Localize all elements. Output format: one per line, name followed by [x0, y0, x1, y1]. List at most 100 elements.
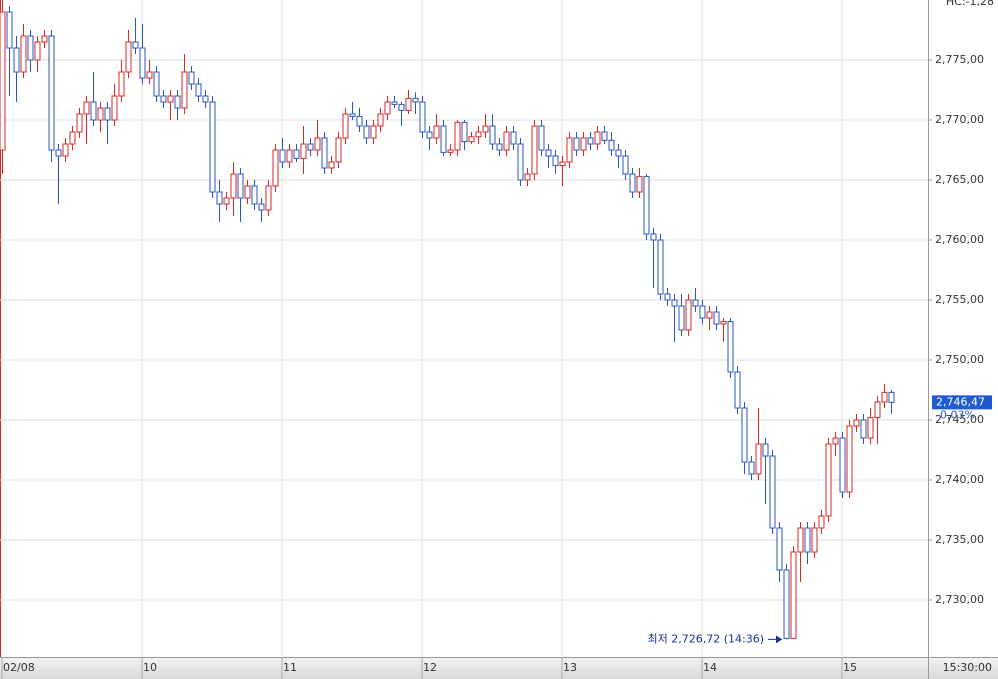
- candle-body: [496, 143, 503, 151]
- candle-body: [727, 321, 734, 373]
- candle-body: [860, 419, 867, 439]
- y-tick-label: 2,750,00: [935, 353, 984, 366]
- candle-body: [97, 107, 104, 121]
- candle-body: [818, 515, 825, 529]
- candle-body: [468, 136, 475, 143]
- candle-body: [650, 233, 657, 241]
- candle-body: [153, 71, 160, 97]
- candle-body: [888, 391, 895, 403]
- candle-body: [783, 569, 790, 639]
- candle-body: [790, 551, 797, 639]
- candle-body: [874, 401, 881, 419]
- candle-body: [454, 121, 461, 151]
- candle-body: [20, 35, 27, 73]
- candle-body: [307, 143, 314, 151]
- candle-body: [377, 113, 384, 127]
- x-tick-label: 14: [703, 661, 717, 674]
- candle-body: [426, 131, 433, 139]
- y-tick-label: 2,760,00: [935, 233, 984, 246]
- candle-body: [370, 125, 377, 139]
- candle-body: [748, 461, 755, 475]
- candle-body: [573, 137, 580, 151]
- candle-body: [237, 173, 244, 199]
- candle-body: [622, 155, 629, 175]
- candle-body: [608, 139, 615, 151]
- x-tick-label: 13: [563, 661, 577, 674]
- y-tick-label: 2,740,00: [935, 473, 984, 486]
- candle-body: [272, 149, 279, 187]
- candle-body: [223, 197, 230, 205]
- candle-body: [510, 131, 517, 145]
- candle-body: [209, 101, 216, 193]
- candle-body: [174, 95, 181, 109]
- plot-area: [0, 0, 928, 657]
- candle-body: [230, 173, 237, 199]
- top-label: HC:-1,28: [946, 0, 994, 8]
- candle-body: [559, 161, 566, 167]
- candle-body: [762, 443, 769, 457]
- candle-body: [881, 391, 888, 403]
- candle-body: [531, 125, 538, 175]
- candle-body: [13, 47, 20, 73]
- candle-body: [6, 11, 13, 49]
- x-tick-label: 10: [143, 661, 157, 674]
- candle-body: [300, 143, 307, 159]
- candle-body: [692, 299, 699, 307]
- candle-body: [741, 407, 748, 463]
- candle-body: [643, 175, 650, 235]
- candle-body: [76, 113, 83, 133]
- x-tick-label: 11: [283, 661, 297, 674]
- candle-body: [244, 185, 251, 199]
- candle-body: [433, 125, 440, 139]
- candle-body: [251, 185, 258, 205]
- candle-body: [580, 137, 587, 151]
- candle-body: [713, 311, 720, 325]
- candle-body: [503, 131, 510, 151]
- candle-body: [489, 125, 496, 145]
- candle-body: [636, 175, 643, 193]
- y-tick-label: 2,745,00: [935, 413, 984, 426]
- last-price-tag: [932, 395, 992, 410]
- candle-body: [839, 437, 846, 493]
- x-tick-label: 12: [423, 661, 437, 674]
- y-tick-label: 2,770,00: [935, 113, 984, 126]
- candle-body: [132, 41, 139, 49]
- candle-body: [797, 527, 804, 553]
- candle-body: [356, 115, 363, 127]
- candle-body: [146, 71, 153, 79]
- candle-body: [188, 71, 195, 85]
- candle-body: [755, 443, 762, 475]
- candle-body: [832, 437, 839, 445]
- candle-body: [601, 131, 608, 141]
- low-arrow-head: [776, 635, 782, 644]
- candle-body: [258, 203, 265, 211]
- right-axis-panel: [928, 0, 998, 679]
- candle-body: [125, 41, 132, 73]
- candle-body: [566, 137, 573, 163]
- candle-body: [538, 125, 545, 151]
- candle-body: [685, 299, 692, 331]
- y-tick-label: 2,755,00: [935, 293, 984, 306]
- candle-body: [118, 71, 125, 97]
- candle-body: [482, 125, 489, 133]
- candle-body: [664, 293, 671, 301]
- candle-body: [811, 527, 818, 553]
- candle-body: [104, 107, 111, 121]
- x-tick-label: 15: [843, 661, 857, 674]
- candle-body: [846, 425, 853, 493]
- candle-body: [265, 185, 272, 211]
- candle-body: [90, 101, 97, 121]
- candle-body: [293, 149, 300, 159]
- candle-body: [699, 305, 706, 319]
- candle-body: [776, 527, 783, 571]
- candle-body: [391, 101, 398, 105]
- candle-body: [216, 191, 223, 205]
- candle-body: [734, 371, 741, 409]
- candle-body: [678, 305, 685, 331]
- bottom-axis-panel: [0, 657, 998, 679]
- candle-body: [69, 131, 76, 145]
- candle-body: [286, 149, 293, 163]
- candle-body: [475, 131, 482, 138]
- x-end-label: 15:30:00: [943, 661, 992, 674]
